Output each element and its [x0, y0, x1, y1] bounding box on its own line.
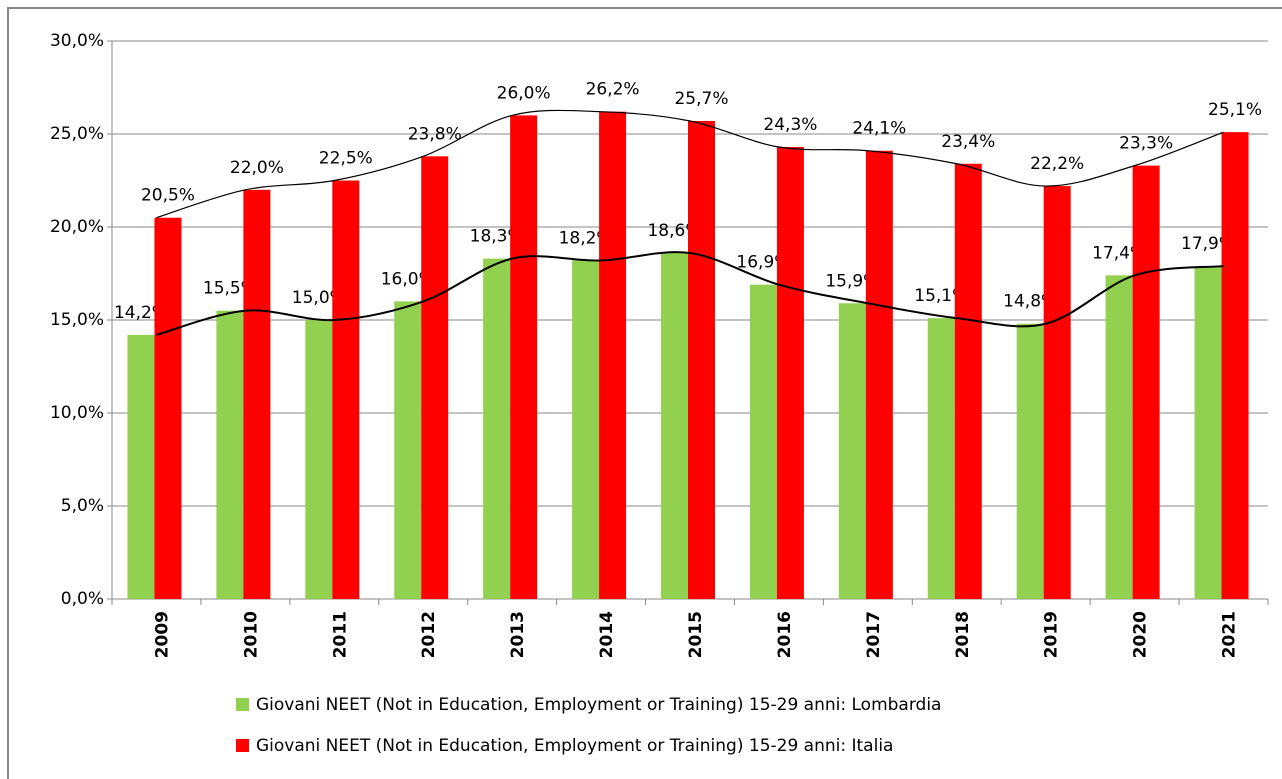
bar: [243, 189, 271, 600]
bar: [599, 111, 627, 600]
x-tick-label: 2013: [508, 611, 528, 658]
bar: [332, 180, 360, 599]
legend-swatch: [236, 698, 249, 711]
bar: [510, 115, 538, 600]
bar: [394, 301, 422, 599]
y-tick-label: 15,0%: [50, 310, 104, 330]
data-label: 23,3%: [1119, 134, 1173, 154]
x-tick-label: 2017: [864, 611, 884, 658]
data-label: 26,2%: [586, 80, 640, 100]
trend-line: [156, 109, 1224, 219]
data-label: 25,7%: [674, 89, 728, 109]
trend-line: [156, 251, 1224, 336]
data-label: 23,8%: [408, 124, 462, 144]
bar: [1194, 266, 1222, 599]
x-tick-label: 2015: [686, 611, 706, 658]
bar: [688, 120, 715, 599]
chart-frame: [7, 7, 1282, 779]
x-tick-label: 2016: [775, 611, 795, 658]
data-label: 24,1%: [852, 119, 906, 139]
x-tick-label: 2011: [330, 611, 350, 658]
bar: [927, 318, 955, 599]
data-label: 23,4%: [941, 132, 995, 152]
data-label: 25,1%: [1208, 100, 1262, 120]
bar: [749, 284, 777, 599]
data-label: 24,3%: [763, 115, 817, 135]
x-tick-label: 2018: [953, 611, 973, 658]
y-tick-label: 30,0%: [50, 31, 104, 51]
bar: [1221, 132, 1249, 599]
bar: [127, 334, 155, 599]
legend-label: Giovani NEET (Not in Education, Employme…: [256, 695, 941, 715]
bar: [1105, 275, 1133, 599]
x-tick-label: 2012: [419, 611, 439, 658]
data-label: 22,5%: [319, 149, 373, 169]
legend-label: Giovani NEET (Not in Education, Employme…: [256, 736, 893, 756]
bar: [661, 253, 688, 600]
bar: [838, 303, 866, 599]
bar: [1132, 165, 1160, 599]
bar: [1043, 186, 1071, 599]
y-tick-label: 0,0%: [61, 589, 104, 609]
bar: [421, 156, 449, 599]
x-tick-label: 2009: [152, 611, 172, 658]
bar: [154, 217, 182, 599]
x-tick-label: 2010: [241, 611, 261, 658]
legend-swatch: [236, 739, 249, 752]
data-label: 26,0%: [497, 83, 551, 103]
data-label: 22,0%: [230, 158, 284, 178]
data-label: 20,5%: [141, 186, 195, 206]
x-tick-label: 2021: [1220, 611, 1240, 658]
bar: [572, 260, 600, 599]
bar: [1016, 323, 1044, 599]
data-label: 22,2%: [1030, 154, 1084, 174]
x-tick-label: 2019: [1042, 611, 1062, 658]
y-tick-label: 10,0%: [50, 403, 104, 423]
bar: [483, 258, 511, 599]
bar: [865, 150, 893, 600]
y-tick-label: 25,0%: [50, 124, 104, 144]
x-tick-label: 2020: [1131, 611, 1151, 658]
x-tick-label: 2014: [597, 611, 617, 658]
bar: [776, 147, 804, 599]
y-tick-label: 5,0%: [61, 496, 104, 516]
bar: [954, 163, 982, 599]
bar: [305, 320, 333, 599]
bar: [216, 310, 244, 599]
y-tick-label: 20,0%: [50, 217, 104, 237]
